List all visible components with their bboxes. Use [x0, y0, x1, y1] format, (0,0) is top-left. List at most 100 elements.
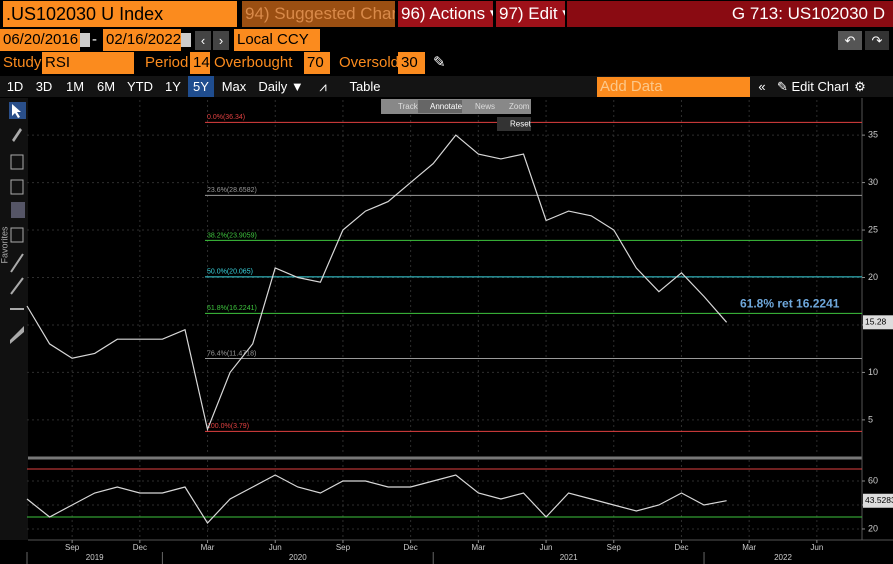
chart-type-icon[interactable]: ⩘ [319, 79, 327, 94]
start-date[interactable]: 06/20/2016 [0, 29, 80, 51]
date-dash: - [92, 31, 97, 48]
fib-label: 0.0%(36.34) [207, 114, 245, 121]
edit-chart-label: Edit Chart [791, 79, 848, 94]
last-value-label: 43.5283 [865, 495, 893, 505]
pencil-icon[interactable]: ✎ [433, 54, 446, 71]
pct-tool[interactable] [10, 154, 24, 170]
x-tick-label: Jun [269, 543, 282, 552]
zoom-tool[interactable]: Zoom [509, 102, 530, 111]
fib-label: 38.2%(23.9059) [207, 232, 257, 239]
frequency-select[interactable]: Daily ▼ [258, 79, 304, 94]
price-line [26, 474, 727, 524]
track-tool[interactable]: Track [398, 102, 419, 111]
x-tick-label: Dec [133, 543, 147, 552]
annotation: 61.8% ret 16.2241 [740, 297, 840, 311]
x-tick-label: Jun [540, 543, 553, 552]
range-button[interactable]: 1M [65, 79, 85, 94]
text-tool[interactable] [11, 202, 25, 218]
x-tick-label: Dec [674, 543, 688, 552]
ticker-text: .US102030 U Index [3, 1, 237, 27]
y-tick-label: 60 [868, 475, 878, 485]
study-select[interactable]: RSI [42, 52, 134, 74]
edit-chart-icon: ✎ [777, 79, 792, 94]
range-button[interactable]: YTD [127, 79, 153, 94]
calendar-icon[interactable] [80, 33, 90, 47]
range-button-active[interactable]: 5Y [188, 76, 214, 97]
range-button[interactable]: 1Y [165, 79, 181, 94]
suggested-charts[interactable]: 94) Suggested Charts [242, 1, 395, 27]
overbought-label: Overbought [214, 54, 293, 71]
oversold-input[interactable]: 30 [398, 52, 425, 74]
y-tick-label: 20 [868, 272, 878, 282]
add-data[interactable]: Add Data [597, 77, 750, 97]
overbought-input[interactable]: 70 [304, 52, 330, 74]
news-tool[interactable]: News [475, 102, 495, 111]
last-value-tag [863, 315, 893, 330]
range-button[interactable]: 6M [96, 79, 116, 94]
range-button[interactable]: 3D [35, 79, 53, 94]
tool-icons [9, 102, 26, 344]
fib-label: 61.8%(16.2241) [207, 305, 257, 312]
edit-menu[interactable]: 97) Edit ▾ [496, 1, 565, 27]
reset-button[interactable] [497, 117, 531, 131]
undo-button[interactable]: ↶ [838, 31, 862, 50]
fib-label: 76.4%(11.4718) [207, 350, 256, 357]
x-tick-label: Mar [742, 543, 756, 552]
x-tick-label: Dec [404, 543, 418, 552]
prev-button[interactable]: ‹ [195, 31, 211, 50]
y-tick-label: 20 [868, 523, 878, 533]
redo-button[interactable]: ↷ [865, 31, 889, 50]
year-label: 2020 [289, 553, 307, 562]
edit-chart[interactable]: ✎ Edit Chart [774, 76, 848, 97]
price-line [26, 134, 728, 432]
fib-label: 50.0%(20.065) [207, 269, 253, 276]
ray-tool[interactable] [10, 277, 24, 295]
period-label: Period [145, 54, 189, 71]
ticker[interactable]: .US102030 U Index [0, 1, 240, 27]
x-tick-label: Mar [201, 543, 215, 552]
y-tick-label: 5 [868, 414, 873, 424]
x-tick-label: Sep [607, 543, 622, 552]
y-tick-label: 30 [868, 177, 878, 187]
table-button[interactable]: Table [349, 79, 381, 94]
annotate-tool[interactable]: Annotate [430, 102, 463, 111]
period-input[interactable]: 14 [190, 52, 210, 74]
pointer-icon [12, 104, 21, 118]
x-tick-label: Sep [336, 543, 351, 552]
x-tick-label: Sep [65, 543, 80, 552]
hline-tool[interactable] [10, 308, 24, 310]
study-label: Study [3, 54, 42, 71]
last-value-label: 15.28 [865, 317, 887, 327]
r-tool[interactable] [10, 227, 24, 243]
y-tick-label: 25 [868, 224, 878, 234]
year-label: 2019 [86, 553, 104, 562]
dollar-tool[interactable] [10, 179, 24, 195]
oversold-label: Oversold [339, 54, 398, 71]
chart-tools: Track Annotate News Zoom Reset [381, 99, 532, 131]
x-tick-label: Jun [810, 543, 823, 552]
calendar-icon[interactable] [181, 33, 191, 47]
fib-label: 100.0%(3.79) [207, 423, 249, 430]
x-tick-label: Mar [471, 543, 485, 552]
channel-tool[interactable] [10, 326, 24, 344]
collapse-button[interactable]: « [758, 79, 766, 94]
actions-menu[interactable]: 96) Actions ▾ [398, 1, 493, 27]
draw-icon[interactable] [12, 128, 22, 142]
reset-label: Reset [510, 120, 532, 129]
trend-tool[interactable] [10, 253, 24, 273]
favorites-label: Favorites [0, 226, 9, 264]
last-value-tag [863, 493, 893, 508]
range-button[interactable]: 1D [6, 79, 24, 94]
screen-title: G 713: US102030 D [567, 1, 893, 27]
next-button[interactable]: › [213, 31, 229, 50]
year-label: 2021 [560, 553, 578, 562]
settings-button[interactable]: ⚙ [854, 79, 866, 94]
side-toolbar [0, 98, 28, 540]
fib-label: 23.6%(28.6582) [207, 187, 257, 194]
currency[interactable]: Local CCY [234, 29, 320, 51]
range-button[interactable]: Max [221, 79, 247, 94]
end-date[interactable]: 02/16/2022 [103, 29, 181, 51]
y-tick-label: 10 [868, 367, 878, 377]
